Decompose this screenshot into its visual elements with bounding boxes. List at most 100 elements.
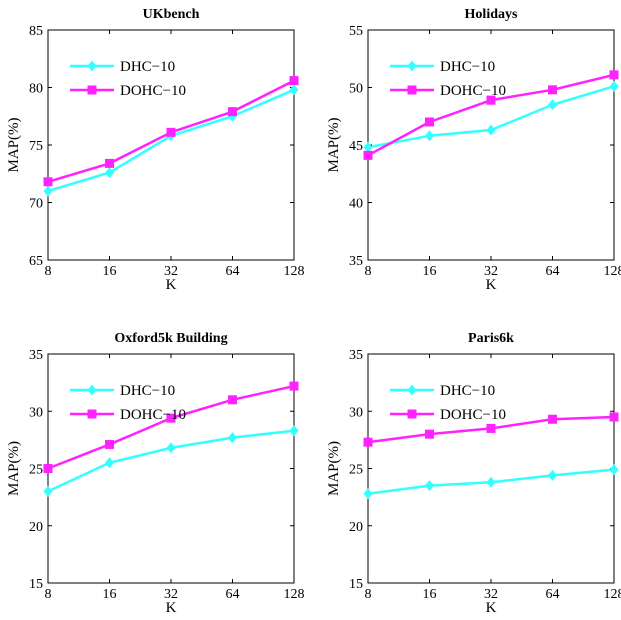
y-tick-label: 15 xyxy=(349,577,363,592)
x-tick-label: 8 xyxy=(45,587,52,602)
legend-label: DHC−10 xyxy=(440,383,495,399)
data-point xyxy=(609,464,619,476)
chart-title: Holidays xyxy=(465,7,518,22)
data-point xyxy=(289,76,299,86)
y-tick-label: 35 xyxy=(349,254,363,269)
legend-label: DOHC−10 xyxy=(120,407,186,423)
data-point xyxy=(363,437,373,447)
y-tick-label: 80 xyxy=(29,82,43,97)
data-point xyxy=(425,117,434,127)
legend-marker xyxy=(87,384,97,396)
x-tick-label: 8 xyxy=(365,587,372,602)
data-point xyxy=(43,485,53,497)
chart-title: Oxford5k Building xyxy=(114,331,227,346)
x-tick-label: 16 xyxy=(103,264,117,279)
data-point xyxy=(548,99,557,111)
legend-label: DOHC−10 xyxy=(120,83,186,99)
y-tick-label: 65 xyxy=(29,254,43,269)
data-point xyxy=(43,185,53,197)
y-tick-label: 25 xyxy=(29,463,43,478)
y-tick-label: 30 xyxy=(29,405,43,420)
data-point xyxy=(228,107,237,117)
legend-marker xyxy=(87,409,97,419)
data-point xyxy=(105,439,114,449)
data-point xyxy=(548,469,557,481)
x-tick-label: 64 xyxy=(226,587,240,602)
data-point xyxy=(363,150,373,160)
data-point xyxy=(363,141,373,153)
x-tick-label: 32 xyxy=(484,264,498,279)
x-tick-label: 16 xyxy=(423,587,437,602)
legend-label: DOHC−10 xyxy=(440,407,506,423)
x-tick-label: 128 xyxy=(284,264,305,279)
data-point xyxy=(609,412,619,422)
x-axis-label: K xyxy=(486,600,497,616)
data-point xyxy=(425,480,434,492)
data-point xyxy=(166,442,176,454)
y-tick-label: 85 xyxy=(29,24,43,39)
legend-label: DHC−10 xyxy=(440,59,495,75)
data-point xyxy=(289,84,299,96)
y-axis-label: MAP(%) xyxy=(326,441,342,496)
x-tick-label: 8 xyxy=(365,264,372,279)
y-tick-label: 40 xyxy=(349,197,363,212)
data-point xyxy=(609,80,619,92)
legend-label: DHC−10 xyxy=(120,59,175,75)
data-point xyxy=(548,85,557,95)
y-tick-label: 30 xyxy=(349,405,363,420)
x-axis-label: K xyxy=(166,277,177,293)
chart-panel-3: Oxford5k Building 15 20 25 30 35 8 16 32 64 128 K MA… xyxy=(6,331,305,616)
data-point xyxy=(228,395,237,405)
data-point xyxy=(363,488,373,500)
data-point xyxy=(486,476,496,488)
legend-marker xyxy=(407,409,417,419)
legend-marker xyxy=(407,85,417,95)
y-tick-label: 50 xyxy=(349,82,363,97)
data-point xyxy=(43,464,53,473)
x-tick-label: 128 xyxy=(284,587,305,602)
legend-label: DHC−10 xyxy=(120,383,175,399)
data-point xyxy=(425,429,434,439)
x-tick-label: 8 xyxy=(45,264,52,279)
legend-marker xyxy=(407,60,417,72)
data-point xyxy=(166,413,176,423)
data-point xyxy=(105,167,114,179)
data-point xyxy=(548,414,557,424)
chart-title: UKbench xyxy=(143,7,200,22)
y-tick-label: 75 xyxy=(29,139,43,154)
x-tick-label: 64 xyxy=(226,264,240,279)
y-tick-label: 15 xyxy=(29,577,43,592)
data-point xyxy=(486,423,496,433)
data-point xyxy=(166,127,176,137)
data-point xyxy=(425,130,434,142)
data-point xyxy=(228,432,237,444)
x-tick-label: 64 xyxy=(546,587,560,602)
y-tick-label: 25 xyxy=(349,463,363,478)
x-tick-label: 16 xyxy=(103,587,117,602)
y-tick-label: 20 xyxy=(29,520,43,535)
x-tick-label: 32 xyxy=(164,587,178,602)
legend-label: DOHC−10 xyxy=(440,83,506,99)
data-point xyxy=(105,457,114,469)
x-axis-label: K xyxy=(486,277,497,293)
x-tick-label: 16 xyxy=(423,264,437,279)
chart-title: Paris6k xyxy=(468,331,514,346)
data-point xyxy=(43,177,53,187)
y-tick-label: 70 xyxy=(29,197,43,212)
x-tick-label: 32 xyxy=(164,264,178,279)
y-tick-label: 45 xyxy=(349,139,363,154)
y-axis-label: MAP(%) xyxy=(326,117,342,172)
data-point xyxy=(289,381,299,391)
chart-panel-1: UKbench 65 70 75 80 85 8 16 32 64 128 K MAP(%) DHC−10… xyxy=(6,7,305,293)
y-tick-label: 20 xyxy=(349,520,363,535)
x-tick-label: 64 xyxy=(546,264,560,279)
data-point xyxy=(105,158,114,168)
legend-marker xyxy=(87,85,97,95)
data-point xyxy=(486,95,496,105)
x-tick-label: 32 xyxy=(484,587,498,602)
x-axis-label: K xyxy=(166,600,177,616)
series-line-1 xyxy=(47,429,295,493)
legend-marker xyxy=(407,384,417,396)
x-tick-label: 128 xyxy=(604,264,621,279)
